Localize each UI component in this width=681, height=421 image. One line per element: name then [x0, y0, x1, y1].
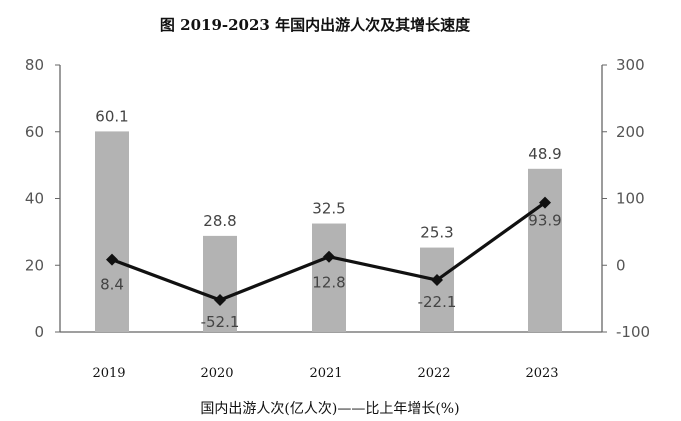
line-value-label: 93.9 [528, 212, 561, 230]
line-point [214, 294, 226, 307]
bar [528, 168, 562, 332]
left-tick-label: 0 [34, 323, 44, 341]
legend-caption: 国内出游人次(亿人次)——比上年增长(%) [200, 401, 459, 417]
right-tick-label: -100 [616, 323, 650, 341]
line-point [539, 196, 551, 209]
line-value-label: -22.1 [418, 293, 457, 311]
right-tick-label: 100 [616, 190, 645, 208]
x-tick-label: 2023 [525, 366, 558, 381]
right-tick-label: 200 [616, 123, 645, 141]
bar-value-label: 60.1 [95, 107, 128, 125]
bar [95, 131, 129, 332]
line-point [323, 250, 335, 263]
x-tick-label: 2020 [200, 366, 233, 381]
axes: 0 20 40 60 80 -100 0 100 200 300 2019 2020 2021 2022 2… [25, 56, 650, 381]
line-point [106, 253, 118, 266]
left-tick-label: 20 [25, 256, 44, 274]
bar-value-label: 25.3 [420, 224, 453, 242]
left-tick-label: 80 [25, 56, 44, 74]
bar [420, 247, 454, 332]
bar [312, 223, 346, 332]
line-value-label: 12.8 [312, 274, 345, 292]
bar-value-label: 48.9 [528, 145, 561, 163]
line-value-label: 8.4 [100, 276, 124, 294]
data-labels: 60.1 28.8 32.5 25.3 48.9 8.4 -52.1 12.8 -22.1 93.… [95, 107, 561, 331]
bar [203, 235, 237, 332]
bar-series [95, 131, 562, 332]
bar-value-label: 28.8 [203, 212, 236, 230]
right-tick-label: 300 [616, 56, 645, 74]
left-tick-label: 60 [25, 123, 44, 141]
left-tick-label: 40 [25, 190, 44, 208]
x-tick-label: 2019 [92, 366, 125, 381]
x-tick-label: 2022 [417, 366, 450, 381]
right-tick-label: 0 [616, 256, 626, 274]
bar-value-label: 32.5 [312, 200, 345, 218]
x-tick-label: 2021 [309, 366, 342, 381]
line-value-label: -52.1 [201, 313, 240, 331]
line-point [431, 274, 443, 287]
chart-title: 图 2019-2023 年国内出游人次及其增长速度 [160, 16, 471, 34]
line-series [106, 196, 551, 307]
